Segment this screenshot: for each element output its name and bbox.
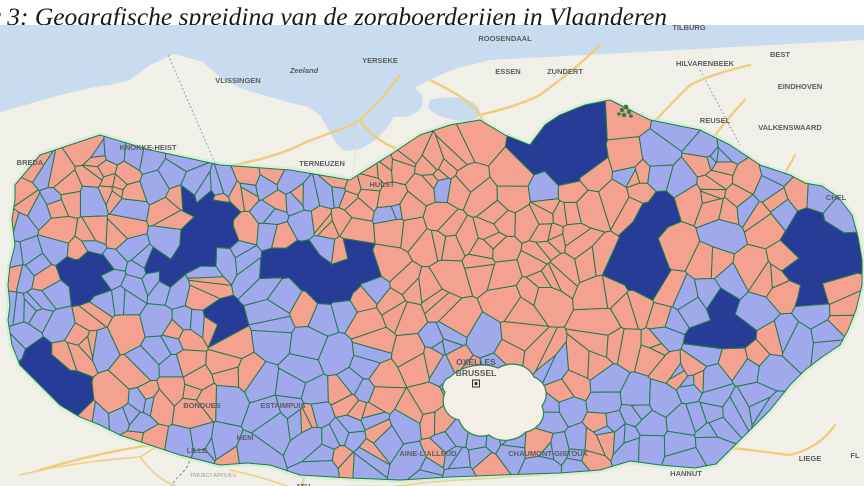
svg-text:KNOKKE-HEIST: KNOKKE-HEIST [119,143,177,152]
svg-text:VLISSINGEN: VLISSINGEN [215,76,260,85]
svg-text:TILBURG: TILBURG [672,25,705,32]
svg-text:BEST: BEST [770,50,790,59]
svg-text:FL: FL [850,451,860,460]
svg-text:Zeeland: Zeeland [289,66,319,75]
svg-text:CHEL: CHEL [826,193,847,202]
svg-text:HEM: HEM [237,433,254,442]
svg-text:LILLE: LILLE [187,446,208,455]
svg-text:OXELLES: OXELLES [456,357,496,367]
svg-text:BRUSSEL: BRUSSEL [456,368,497,378]
svg-text:BONDUES: BONDUES [183,401,221,410]
svg-text:CHAUMONT-GISTOUX: CHAUMONT-GISTOUX [508,449,587,458]
svg-text:BREDA: BREDA [17,158,44,167]
svg-text:REUSEL: REUSEL [700,116,731,125]
svg-text:TERNEUZEN: TERNEUZEN [299,159,345,168]
svg-text:HILVARENBEEK: HILVARENBEEK [676,59,735,68]
svg-text:AINE-L'ALLEUD: AINE-L'ALLEUD [399,449,457,458]
svg-text:HANNUT: HANNUT [670,469,702,478]
svg-text:VALKENSWAARD: VALKENSWAARD [758,123,822,132]
svg-text:ROOSENDAAL: ROOSENDAAL [478,34,532,43]
svg-text:EINDHOVEN: EINDHOVEN [778,82,823,91]
svg-text:ZUNDERT: ZUNDERT [547,67,583,76]
svg-text:ESTAIMPUIS: ESTAIMPUIS [260,401,305,410]
svg-text:HULST: HULST [370,180,395,189]
svg-text:TRAJECT APPS B.V.: TRAJECT APPS B.V. [190,473,237,479]
svg-text:LIEGE: LIEGE [799,454,822,463]
svg-text:ATH: ATH [296,482,311,486]
svg-text:ESSEN: ESSEN [495,67,520,76]
svg-text:YERSEKE: YERSEKE [362,56,398,65]
